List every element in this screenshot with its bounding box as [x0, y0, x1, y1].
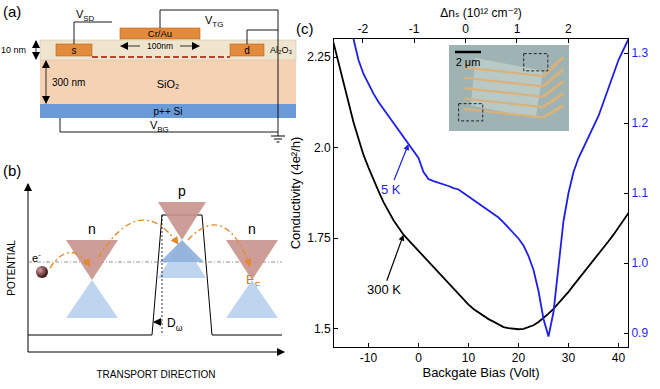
svg-text:-2: -2 [357, 22, 368, 36]
svg-text:1.3: 1.3 [631, 46, 648, 60]
svg-text:Conductivity (4e²/h): Conductivity (4e²/h) [288, 137, 303, 250]
svg-text:300 nm: 300 nm [52, 77, 85, 88]
svg-text:VBG: VBG [150, 119, 169, 134]
svg-text:300 K: 300 K [367, 282, 401, 297]
svg-text:e-: e- [32, 250, 41, 264]
svg-text:1: 1 [514, 22, 521, 36]
svg-text:0: 0 [462, 22, 469, 36]
svg-text:Backgate Bias (Volt): Backgate Bias (Volt) [422, 365, 539, 380]
svg-text:TRANSPORT DIRECTION: TRANSPORT DIRECTION [96, 369, 215, 380]
svg-text:2.25: 2.25 [307, 50, 331, 64]
svg-text:VTG: VTG [205, 14, 223, 29]
svg-text:40: 40 [612, 351, 626, 365]
svg-text:s: s [72, 45, 77, 56]
svg-text:10 nm: 10 nm [1, 45, 26, 55]
svg-text:(a): (a) [3, 3, 21, 20]
svg-text:p: p [178, 183, 186, 199]
svg-text:1.75: 1.75 [307, 231, 331, 245]
svg-text:1.5: 1.5 [314, 322, 331, 336]
svg-text:2: 2 [565, 22, 572, 36]
svg-text:-10: -10 [360, 351, 378, 365]
svg-text:1.0: 1.0 [631, 256, 648, 270]
svg-text:100nm: 100nm [147, 41, 173, 51]
svg-text:2.0: 2.0 [314, 141, 331, 155]
svg-text:0: 0 [415, 351, 422, 365]
svg-text:n: n [248, 221, 256, 237]
svg-text:d: d [244, 45, 250, 56]
svg-text:5 K: 5 K [381, 182, 401, 197]
svg-text:Δnₛ (10¹² cm⁻²): Δnₛ (10¹² cm⁻²) [440, 6, 522, 20]
svg-text:p++ Si: p++ Si [154, 106, 183, 117]
svg-text:(b): (b) [3, 162, 21, 179]
svg-text:30: 30 [562, 351, 576, 365]
svg-text:SiO₂: SiO₂ [157, 78, 180, 90]
svg-text:1.1: 1.1 [631, 186, 648, 200]
svg-text:(c): (c) [296, 20, 314, 37]
svg-text:10: 10 [462, 351, 476, 365]
svg-text:n: n [88, 221, 96, 237]
svg-text:POTENTIAL: POTENTIAL [6, 240, 17, 296]
svg-text:EF: EF [246, 272, 261, 290]
svg-text:2 μm: 2 μm [455, 56, 480, 68]
svg-text:0.9: 0.9 [631, 326, 648, 340]
svg-text:Al₂O₃: Al₂O₃ [270, 45, 292, 55]
svg-text:-1: -1 [409, 22, 420, 36]
svg-text:20: 20 [512, 351, 526, 365]
svg-text:Cr/Au: Cr/Au [148, 28, 172, 39]
svg-text:VSD: VSD [76, 8, 95, 23]
svg-text:1.2: 1.2 [631, 116, 648, 130]
svg-text:Dω: Dω [167, 316, 183, 333]
